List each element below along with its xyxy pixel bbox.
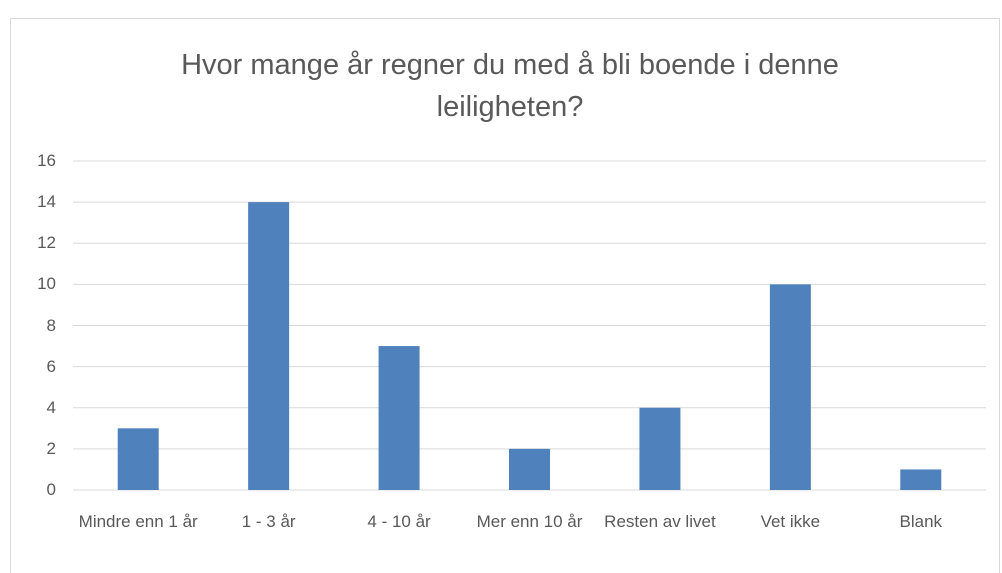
y-tick-label: 10 [37,274,56,294]
bar [117,428,159,490]
y-tick-label: 4 [46,397,56,417]
bar [639,407,681,490]
y-tick-label: 8 [46,315,56,335]
y-tick-label: 6 [46,356,56,376]
bar [900,469,942,490]
bar [248,202,290,490]
x-tick-label: 4 - 10 år [367,512,431,531]
y-tick-label: 14 [37,192,56,212]
chart-title: Hvor mange år regner du med å bli boende… [181,49,839,123]
y-tick-label: 2 [46,438,56,458]
bar [769,284,811,490]
bar [378,346,420,490]
x-tick-label: Vet ikke [760,512,821,531]
x-tick-label: Mindre enn 1 år [78,512,198,531]
x-tick-label: Resten av livet [604,512,716,531]
y-tick-label: 16 [37,151,56,170]
x-tick-label: Mer enn 10 år [476,512,583,531]
y-tick-label: 0 [46,480,56,499]
chart-frame [10,18,1000,573]
y-tick-label: 12 [37,233,56,253]
bar [509,448,550,490]
x-tick-label: 1 - 3 år [241,512,296,531]
x-tick-label: Blank [899,512,943,531]
